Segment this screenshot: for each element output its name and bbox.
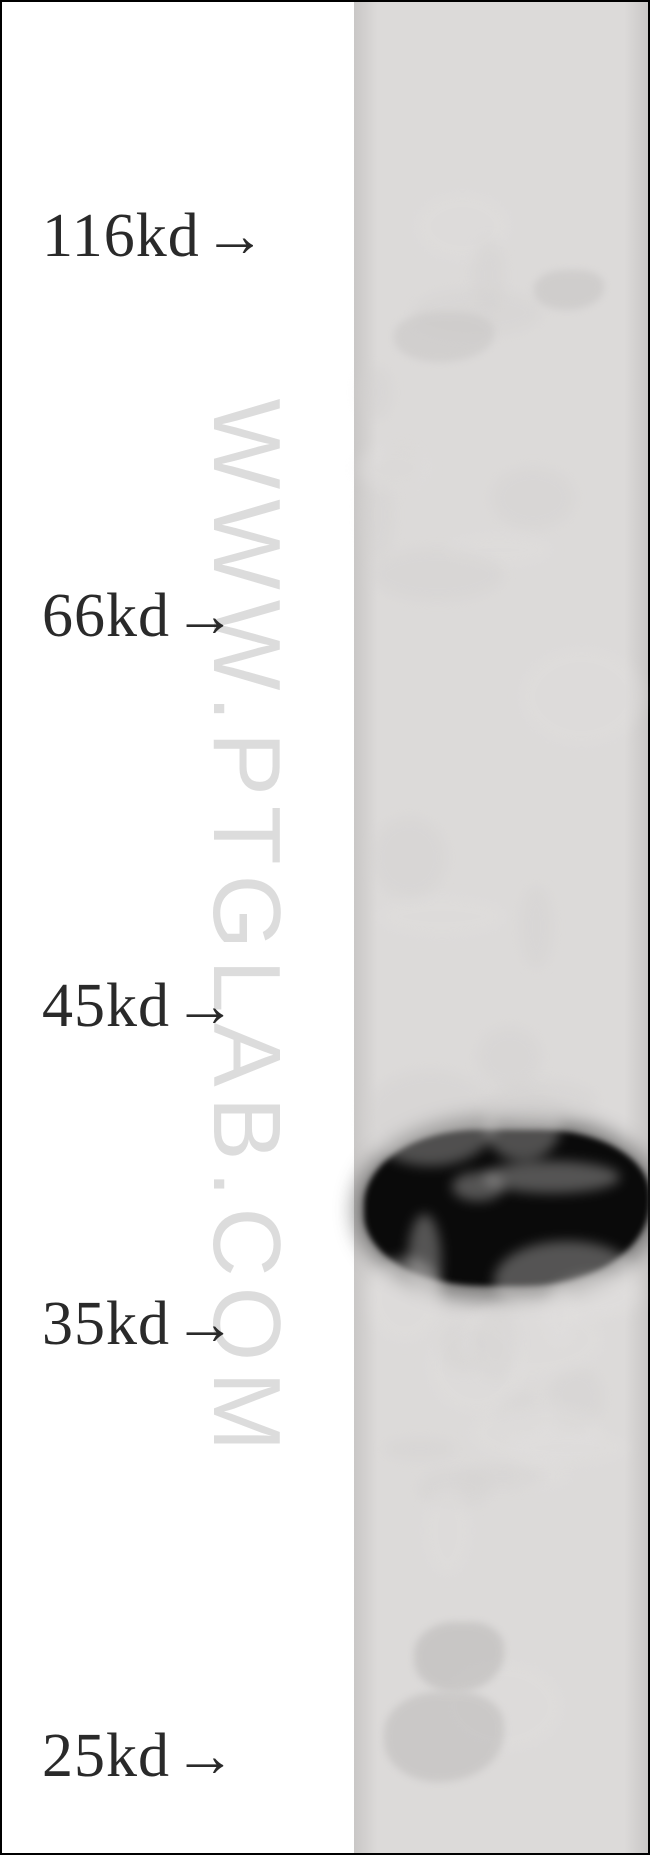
mw-marker-label: 35kd→ xyxy=(42,1289,237,1360)
lane-grain xyxy=(469,1402,604,1464)
lane-grain xyxy=(520,886,553,968)
gel-lane xyxy=(354,2,648,1853)
mw-marker-text: 35kd xyxy=(42,1290,170,1358)
arrow-right-icon: → xyxy=(204,201,267,272)
lane-grain xyxy=(491,467,574,529)
mw-marker-text: 25kd xyxy=(42,1722,170,1790)
arrow-right-icon: → xyxy=(174,1721,237,1792)
lane-grain xyxy=(359,366,392,419)
lane-grain xyxy=(473,1309,518,1379)
lane-grain xyxy=(377,896,507,936)
mw-marker-label: 25kd→ xyxy=(42,1721,237,1792)
mw-marker-text: 66kd xyxy=(42,582,170,650)
mw-marker-text: 45kd xyxy=(42,972,170,1040)
mw-marker-label: 45kd→ xyxy=(42,971,237,1042)
lane-grain xyxy=(371,548,504,601)
mw-marker-label: 116kd→ xyxy=(42,201,267,272)
arrow-right-icon: → xyxy=(174,581,237,652)
lane-grain xyxy=(371,817,447,898)
western-blot-figure: WWW.PTGLAB.COM 116kd→66kd→45kd→35kd→25kd… xyxy=(0,0,650,1855)
mw-marker-label: 66kd→ xyxy=(42,581,237,652)
lane-grain xyxy=(363,1070,499,1166)
lane-grain xyxy=(520,647,643,746)
arrow-right-icon: → xyxy=(174,1289,237,1360)
lane-grain xyxy=(423,1486,471,1576)
arrow-right-icon: → xyxy=(174,971,237,1042)
lane-grain xyxy=(485,1080,597,1122)
lane-grain xyxy=(460,1465,546,1488)
lane-grain xyxy=(477,1027,542,1087)
mw-marker-text: 116kd xyxy=(42,202,200,270)
